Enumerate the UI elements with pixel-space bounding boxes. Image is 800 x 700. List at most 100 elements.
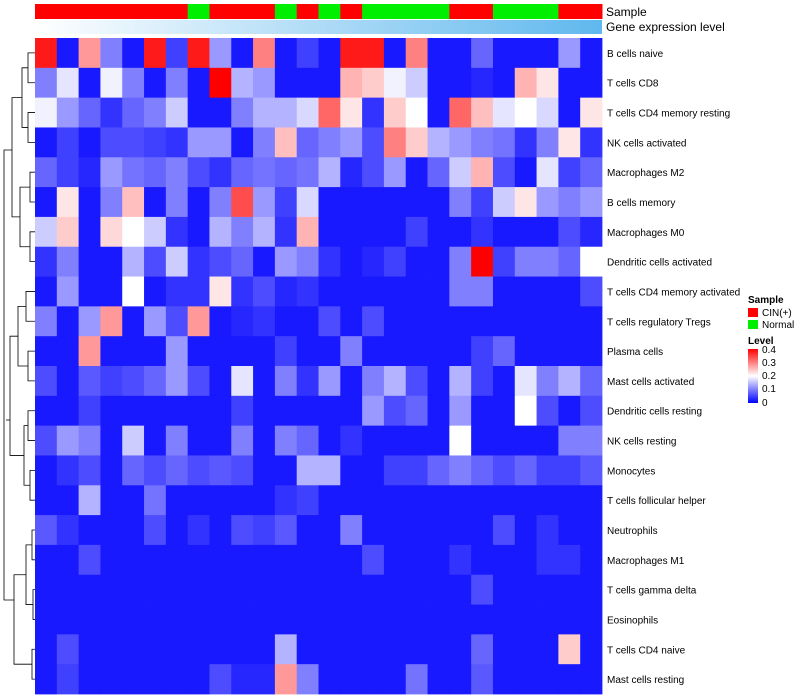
heatmap-cell — [580, 366, 603, 397]
heatmap-cell — [231, 276, 254, 307]
dendrogram-branch — [17, 305, 28, 367]
heatmap-cell — [253, 425, 276, 456]
row-label: T cells gamma delta — [607, 586, 697, 597]
heatmap-cell — [514, 395, 537, 427]
heatmap-cell — [514, 515, 537, 546]
heatmap-cell — [165, 455, 189, 486]
heatmap-cell — [56, 574, 80, 605]
heatmap-cell — [405, 634, 428, 665]
heatmap-cell — [362, 157, 385, 188]
heatmap-cell — [536, 306, 559, 337]
heatmap-cell — [514, 574, 537, 605]
heatmap-cell — [449, 395, 472, 427]
heatmap-cell — [427, 366, 450, 397]
heatmap-cell — [78, 366, 101, 397]
heatmap-cell — [122, 604, 145, 635]
heatmap-cell — [514, 67, 537, 99]
annotation-tracks — [35, 4, 603, 34]
heatmap-cell — [209, 216, 232, 248]
heatmap-cell — [536, 157, 559, 188]
heatmap-cell — [383, 336, 407, 367]
dendrogram-branch — [32, 589, 35, 620]
heatmap-cell — [144, 38, 167, 69]
heatmap-cell — [35, 127, 58, 158]
legend: Sample CIN(+) Normal Level 0.4 0.3 0.2 0… — [748, 295, 794, 409]
heatmap-cell — [449, 485, 472, 516]
heatmap-cell — [274, 664, 298, 695]
heatmap-cell — [405, 216, 428, 248]
heatmap-cell — [449, 246, 472, 277]
heatmap-cell — [405, 664, 428, 695]
heatmap-cell — [471, 485, 494, 516]
heatmap-cell — [340, 485, 363, 516]
sample-annotation-cell — [471, 4, 494, 19]
heatmap-cell — [78, 634, 101, 665]
heatmap-cell — [231, 67, 254, 99]
heatmap-cell — [165, 515, 189, 546]
heatmap-cell — [165, 425, 189, 456]
heatmap-cell — [580, 455, 603, 486]
heatmap-cell — [144, 67, 167, 99]
heatmap-cell — [580, 67, 603, 99]
dendrogram-branch — [29, 231, 35, 263]
heatmap-cell — [318, 485, 341, 516]
heatmap-cell — [78, 455, 101, 486]
heatmap-cell — [56, 336, 80, 367]
heatmap-cell — [144, 634, 167, 665]
heatmap-cell — [165, 485, 189, 516]
heatmap-cell — [558, 276, 581, 307]
sample-annotation-cell — [122, 4, 145, 19]
heatmap-cell — [405, 336, 428, 367]
heatmap-cell — [471, 246, 494, 277]
heatmap-cell — [144, 455, 167, 486]
heatmap-cell — [427, 455, 450, 486]
heatmap-cell — [492, 455, 516, 486]
heatmap-cell — [144, 544, 167, 576]
heatmap-cell — [558, 306, 581, 337]
heatmap-cell — [558, 246, 581, 277]
heatmap-cell — [536, 574, 559, 605]
heatmap-cell — [78, 336, 101, 367]
heatmap-cell — [35, 306, 58, 337]
heatmap-cell — [340, 455, 363, 486]
heatmap-cell — [536, 664, 559, 695]
row-label: Plasma cells — [607, 347, 663, 358]
sample-annotation-cell — [427, 4, 450, 19]
heatmap-cell — [580, 544, 603, 576]
heatmap-cell — [340, 366, 363, 397]
heatmap-cell — [274, 544, 298, 576]
heatmap-cell — [144, 187, 167, 218]
heatmap-cell — [231, 485, 254, 516]
heatmap-cell — [558, 664, 581, 695]
heatmap-cell — [536, 366, 559, 397]
heatmap-cell — [56, 544, 80, 576]
row-label: Monocytes — [607, 466, 655, 477]
dendrogram-branch — [3, 149, 14, 601]
heatmap-cell — [340, 544, 363, 576]
sample-annotation-cell — [78, 4, 101, 19]
row-label: Dendritic cells resting — [607, 407, 702, 418]
heatmap-cell — [253, 157, 276, 188]
heatmap-cell — [144, 216, 167, 248]
heatmap-cell — [449, 67, 472, 99]
heatmap-cell — [427, 127, 450, 158]
heatmap-cell — [427, 246, 450, 277]
heatmap-cell — [35, 216, 58, 248]
dendrogram-branch — [31, 648, 35, 680]
row-label: T cells regulatory Tregs — [607, 317, 711, 328]
legend-level-title: Level — [748, 336, 774, 347]
heatmap-cell — [209, 634, 232, 665]
heatmap-cell — [383, 38, 407, 69]
heatmap-cell — [492, 574, 516, 605]
heatmap-cell — [100, 366, 123, 397]
heatmap-cell — [253, 515, 276, 546]
heatmap-cell — [35, 276, 58, 307]
heatmap-cell — [536, 544, 559, 576]
heatmap-cell — [187, 574, 210, 605]
heatmap-cell — [209, 604, 232, 635]
heatmap-cell — [340, 306, 363, 337]
heatmap-cell — [558, 395, 581, 427]
heatmap-cell — [471, 67, 494, 99]
heatmap-cell — [209, 664, 232, 695]
heatmap-cell — [580, 425, 603, 456]
